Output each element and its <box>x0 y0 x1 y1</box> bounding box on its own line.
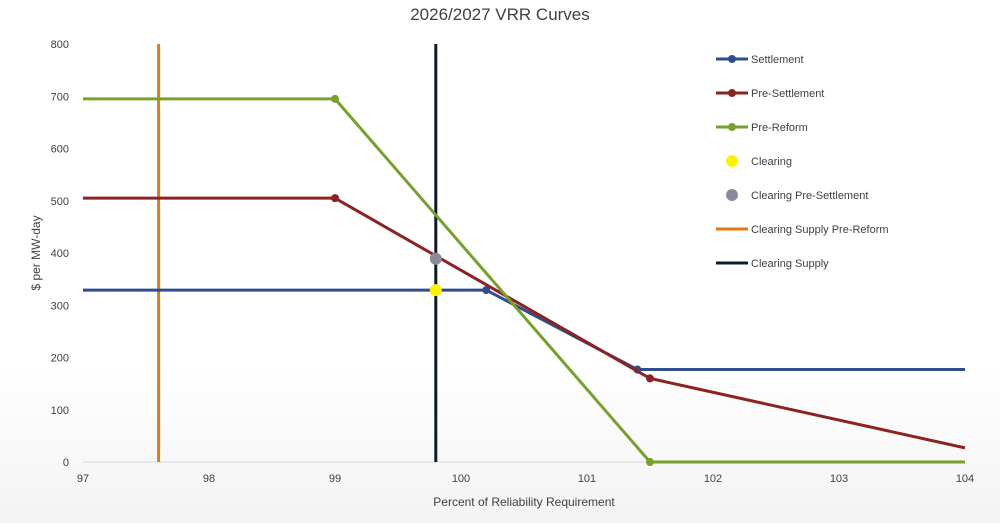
legend-item-clearing-supply: Clearing Supply <box>716 258 829 270</box>
legend-item-pre-reform: Pre-Reform <box>716 122 808 134</box>
y-axis-title: $ per MW-day <box>29 215 43 290</box>
y-tick-label-500: 500 <box>51 196 69 208</box>
data-point-pre-reform-2 <box>646 458 654 466</box>
legend-label-clearing-pre-settlement: Clearing Pre-Settlement <box>751 190 868 202</box>
legend-label-clearing-supply-pre-reform: Clearing Supply Pre-Reform <box>751 224 889 236</box>
data-point-clearing-pre-settlement <box>429 252 442 265</box>
legend-item-clearing-supply-pre-reform: Clearing Supply Pre-Reform <box>716 224 889 236</box>
y-tick-label-800: 800 <box>51 39 69 51</box>
x-tick-labels: 97 98 99 100 101 102 103 104 <box>77 473 974 485</box>
legend-item-pre-settlement: Pre-Settlement <box>716 88 824 100</box>
data-point-pre-settlement-1 <box>331 194 339 203</box>
legend-label-pre-settlement: Pre-Settlement <box>751 88 824 100</box>
legend-item-settlement: Settlement <box>716 54 804 66</box>
legend-dot-pre-reform <box>728 123 736 131</box>
x-tick-label-97: 97 <box>77 473 89 485</box>
legend-label-clearing-supply: Clearing Supply <box>751 258 829 270</box>
data-point-clearing <box>429 284 442 297</box>
x-tick-label-101: 101 <box>578 473 596 485</box>
x-tick-label-100: 100 <box>452 473 470 485</box>
x-tick-label-98: 98 <box>203 473 215 485</box>
legend-dot-settlement <box>728 55 736 63</box>
x-tick-label-99: 99 <box>329 473 341 485</box>
data-point-pre-reform-1 <box>331 94 339 103</box>
legend-marker-clearing-pre-settlement <box>726 189 738 201</box>
y-tick-label-700: 700 <box>51 91 69 103</box>
legend-label-clearing: Clearing <box>751 156 792 168</box>
series-line-settlement <box>83 288 965 372</box>
data-point-settlement-1 <box>482 286 491 295</box>
y-tick-label-600: 600 <box>51 144 69 156</box>
legend-marker-clearing <box>726 155 738 167</box>
y-tick-label-200: 200 <box>51 353 69 365</box>
series-line-pre-reform <box>83 97 965 464</box>
legend-label-pre-reform: Pre-Reform <box>751 122 808 134</box>
y-tick-label-0: 0 <box>63 457 69 469</box>
y-tick-label-400: 400 <box>51 248 69 260</box>
data-point-pre-settlement-2 <box>646 374 654 383</box>
y-tick-labels: 0 100 200 300 400 500 600 700 800 <box>51 39 69 469</box>
legend-label-settlement: Settlement <box>751 54 804 66</box>
chart-title: 2026/2027 VRR Curves <box>410 5 590 24</box>
y-tick-label-100: 100 <box>51 405 69 417</box>
x-tick-label-102: 102 <box>704 473 722 485</box>
legend-item-clearing: Clearing <box>726 155 792 168</box>
plot-area <box>83 44 966 466</box>
x-tick-label-104: 104 <box>956 473 974 485</box>
legend: Settlement Pre-Settlement Pre-Reform Cleari… <box>716 54 889 270</box>
x-tick-label-103: 103 <box>830 473 848 485</box>
series-line-pre-settlement <box>83 196 966 450</box>
y-tick-label-300: 300 <box>51 300 69 312</box>
legend-dot-pre-settlement <box>728 89 736 97</box>
legend-item-clearing-pre-settlement: Clearing Pre-Settlement <box>726 189 868 202</box>
x-axis-title: Percent of Reliability Requirement <box>433 495 615 509</box>
